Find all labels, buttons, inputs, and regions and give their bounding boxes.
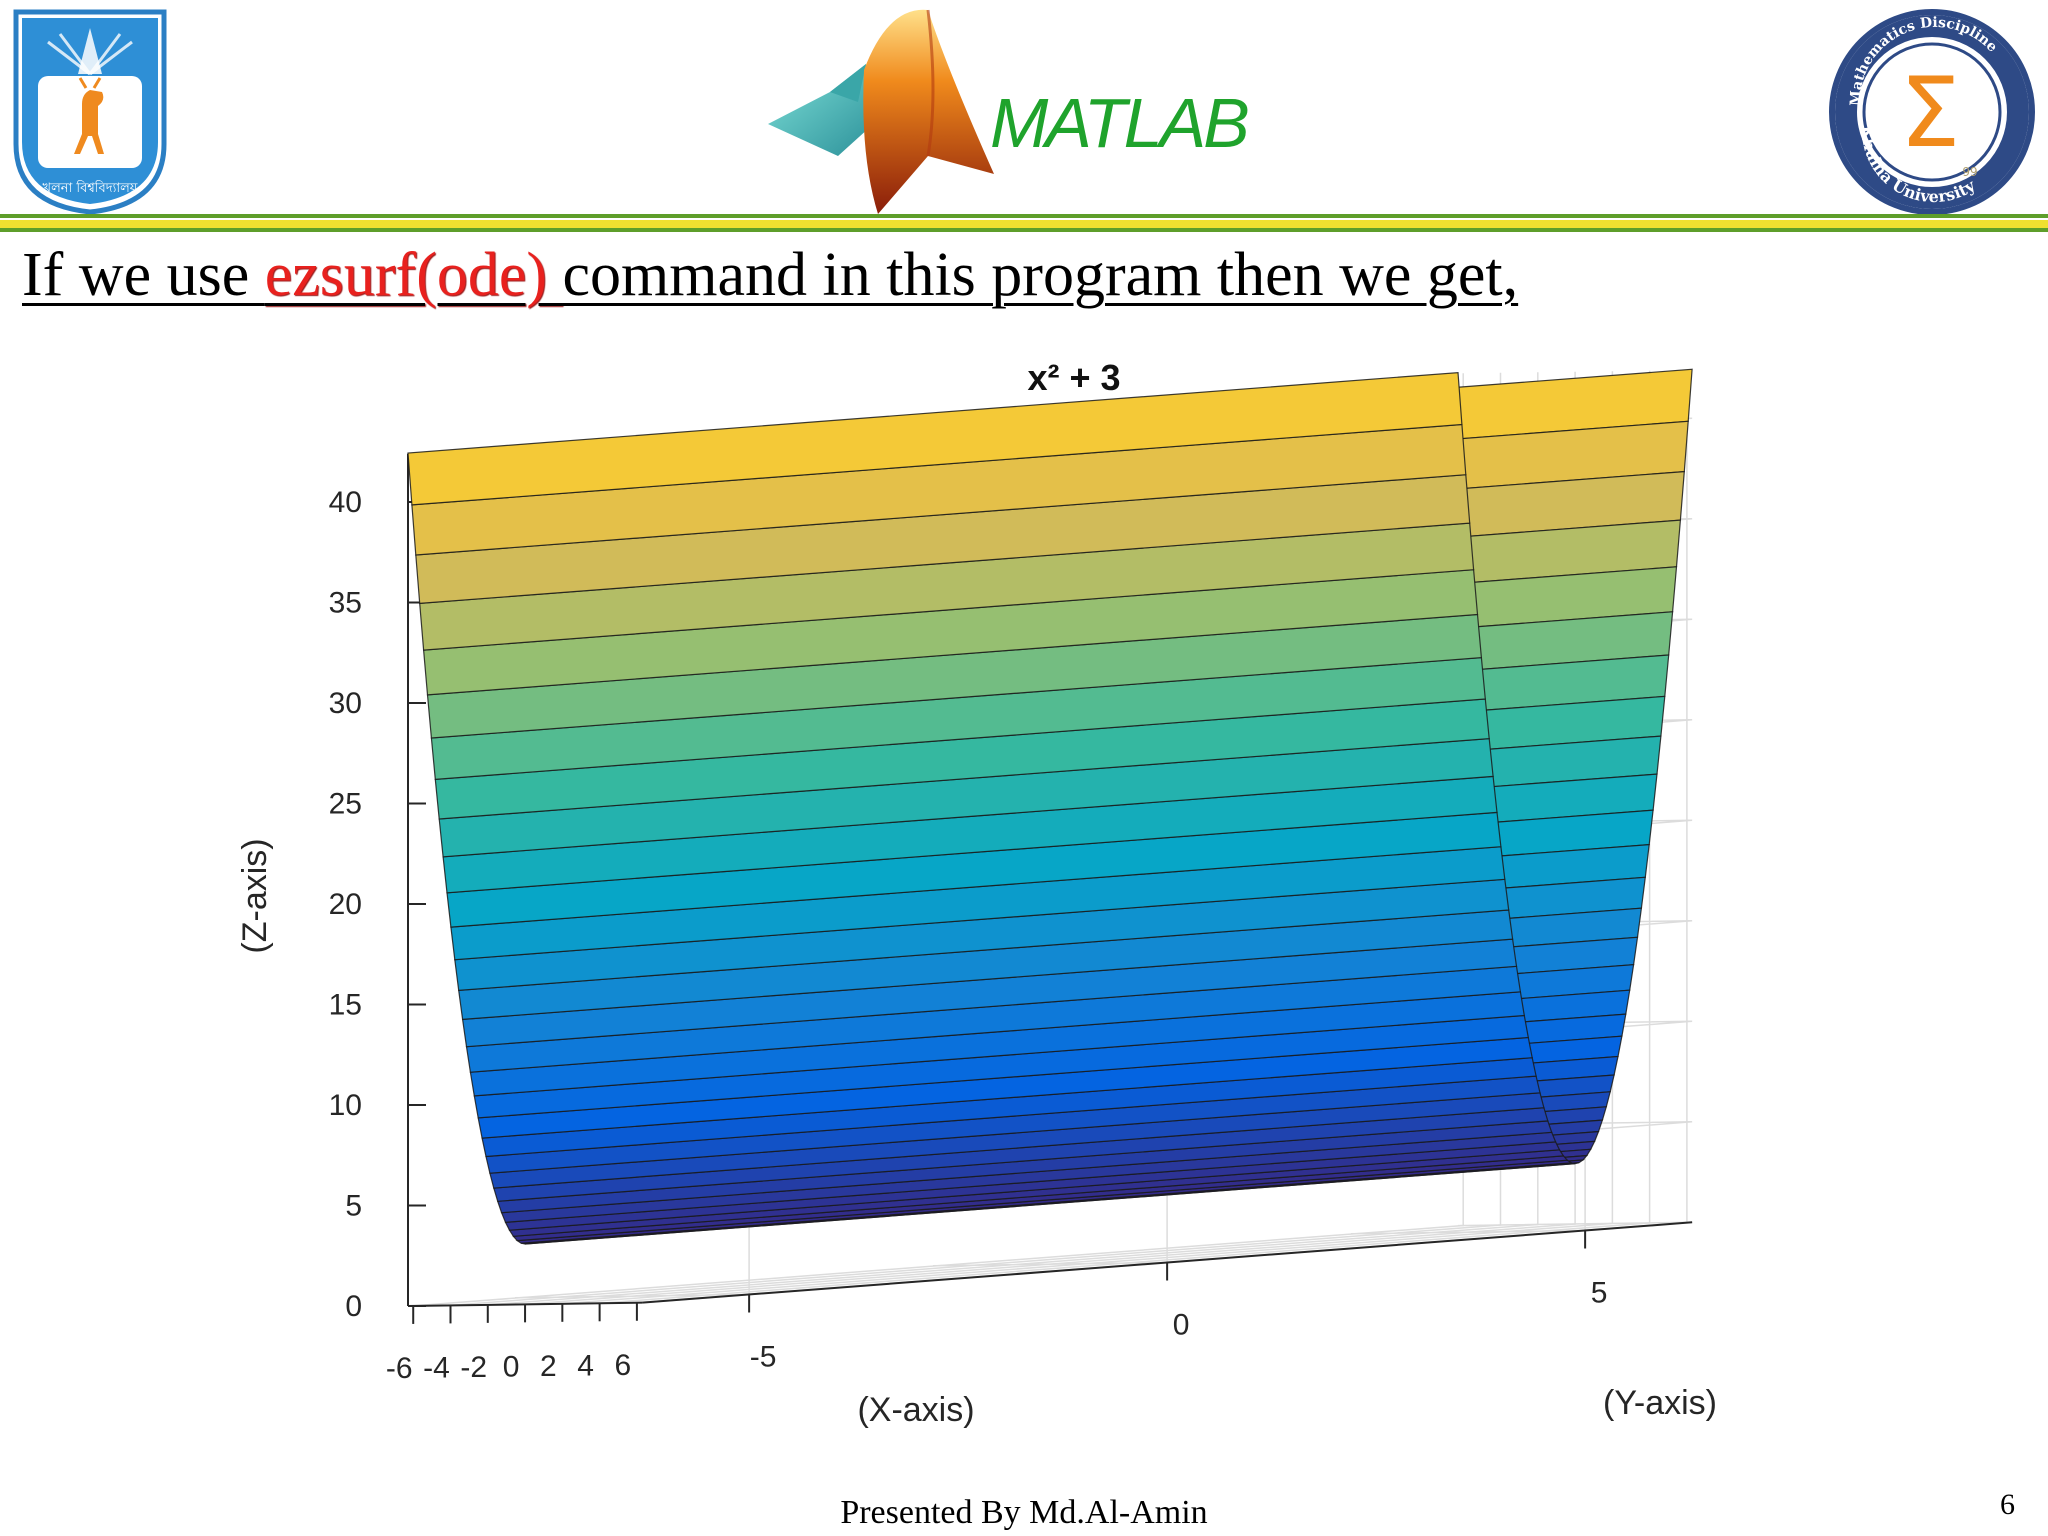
slide-header: খুলনা বিশ্ববিদ্যালয় MATLAB Mat	[0, 0, 2048, 232]
university-logo-text: খুলনা বিশ্ববিদ্যালয়	[43, 180, 138, 196]
slide-heading: If we use ezsurf(ode) command in this pr…	[22, 240, 1518, 311]
surface-strip	[407, 371, 1463, 506]
y-axis-title: (Y-axis)	[1603, 1384, 1717, 1422]
z-tick-label: 20	[329, 888, 362, 921]
x-tick-label: -6	[386, 1352, 413, 1385]
mathematics-discipline-logo: Mathematics Discipline Khulna University…	[1829, 9, 2035, 215]
brand-title: MATLAB	[990, 84, 1250, 162]
x-tick-label: 4	[577, 1349, 594, 1382]
z-tick-label: 30	[329, 687, 362, 720]
z-tick-label: 15	[329, 989, 362, 1022]
x-axis-title: (X-axis)	[857, 1391, 974, 1429]
sigma-icon: Σ	[1900, 57, 1961, 169]
x-tick-label: -2	[460, 1351, 487, 1384]
y-tick-label: 0	[1173, 1308, 1190, 1341]
z-tick-label: 40	[329, 486, 362, 519]
x-tick-label: 2	[540, 1350, 557, 1383]
university-logo: খুলনা বিশ্ববিদ্যালয়	[13, 9, 167, 215]
heading-suffix: command in this program then we get,	[562, 241, 1519, 309]
y-tick-label: 5	[1591, 1276, 1608, 1309]
footer-presenter: Presented By Md.Al-Amin	[840, 1494, 1208, 1531]
surface	[407, 368, 1693, 1245]
z-tick-label: 25	[329, 788, 362, 821]
z-tick-label: 35	[329, 587, 362, 620]
z-tick-label: 5	[345, 1190, 362, 1223]
z-tick-label: 0	[345, 1290, 362, 1323]
chart-title: x² + 3	[1027, 357, 1120, 398]
x-axis-line	[407, 1301, 643, 1307]
header-divider	[0, 214, 2048, 232]
page-number: 6	[2000, 1488, 2015, 1521]
x-tick-label: 0	[503, 1350, 520, 1383]
math-logo-year: 99	[1962, 165, 1977, 179]
y-tick-label: -5	[750, 1340, 777, 1373]
z-axis-title: (Z-axis)	[236, 838, 274, 953]
x-tick-label: -4	[423, 1351, 450, 1384]
matlab-logo	[768, 9, 994, 214]
z-tick-label: 10	[329, 1089, 362, 1122]
heading-command: ezsurf(ode)	[264, 241, 563, 309]
x-tick-label: 6	[615, 1349, 632, 1382]
axes	[407, 453, 1693, 1324]
heading-prefix: If we use	[22, 241, 265, 309]
